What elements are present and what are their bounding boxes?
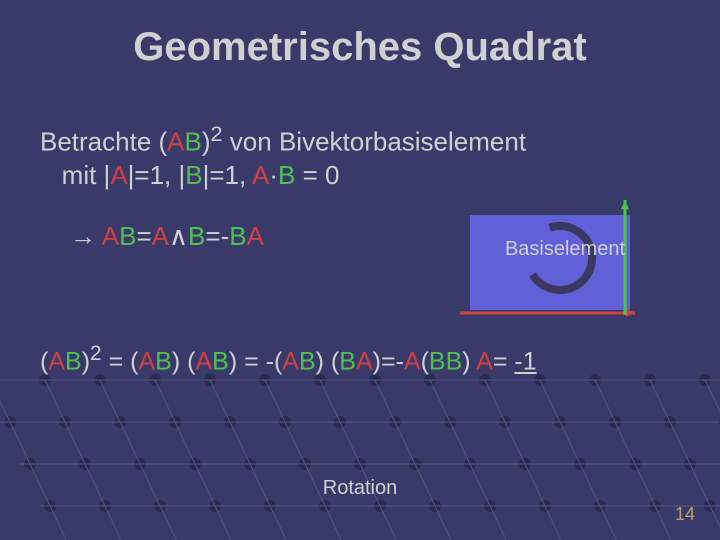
var-b: B: [446, 348, 463, 376]
var-a: A: [48, 348, 65, 376]
var-b: B: [155, 348, 172, 376]
txt: |=1,: [203, 160, 252, 190]
slide-content: Geometrisches Quadrat Betrachte (AB)2 vo…: [0, 0, 720, 540]
var-a: A: [356, 348, 373, 376]
wedge-op: ∧: [169, 221, 188, 251]
basis-element-label: Basiselement: [505, 238, 625, 261]
expansion-equation: (AB)2 = (AB) (AB) = -(AB) (BA)=-A(BB) A=…: [40, 342, 680, 376]
txt: = (: [102, 348, 139, 376]
var-b: B: [65, 348, 82, 376]
var-a: A: [152, 221, 169, 251]
txt: mit |: [62, 160, 111, 190]
txt: ) = -(: [229, 348, 282, 376]
var-b: B: [185, 127, 202, 157]
var-b: B: [278, 160, 295, 190]
var-a: A: [404, 348, 421, 376]
arrow: →: [70, 221, 102, 251]
txt: = 0: [295, 160, 339, 190]
var-a: A: [110, 160, 127, 190]
var-b: B: [299, 348, 316, 376]
txt: ) (: [172, 348, 196, 376]
rotation-caption: Rotation: [323, 477, 398, 500]
exponent: 2: [90, 342, 102, 365]
txt: ): [82, 348, 90, 376]
txt: |=1, |: [128, 160, 186, 190]
var-b: B: [429, 348, 446, 376]
txt: =: [493, 348, 515, 376]
eq: =: [136, 221, 151, 251]
txt: von Bivektorbasiselement: [223, 127, 526, 157]
var-a: A: [138, 348, 155, 376]
txt: ) (: [316, 348, 340, 376]
var-b: B: [188, 221, 205, 251]
var-a: A: [167, 127, 184, 157]
basis-element-box: [470, 215, 630, 310]
page-number: 14: [675, 504, 695, 525]
var-b: B: [119, 221, 136, 251]
var-a: A: [102, 221, 119, 251]
txt: (: [421, 348, 429, 376]
exponent: 2: [211, 121, 223, 146]
var-b: B: [185, 160, 202, 190]
var-a: A: [195, 348, 212, 376]
result-neg1: -1: [514, 348, 536, 376]
var-a: A: [476, 348, 493, 376]
txt: ): [202, 127, 211, 157]
var-b: B: [339, 348, 356, 376]
var-b: B: [212, 348, 229, 376]
txt: ): [462, 348, 476, 376]
var-b: B: [229, 221, 246, 251]
eq: =-: [205, 221, 229, 251]
var-a: A: [282, 348, 299, 376]
txt: Betrachte (: [40, 127, 167, 157]
var-a: A: [252, 160, 269, 190]
txt: )=-: [373, 348, 404, 376]
slide-title: Geometrisches Quadrat: [40, 25, 680, 70]
var-a: A: [247, 221, 264, 251]
dot-op: ·: [269, 160, 278, 190]
definition-text: Betrachte (AB)2 von Bivektorbasiselement…: [40, 120, 680, 193]
